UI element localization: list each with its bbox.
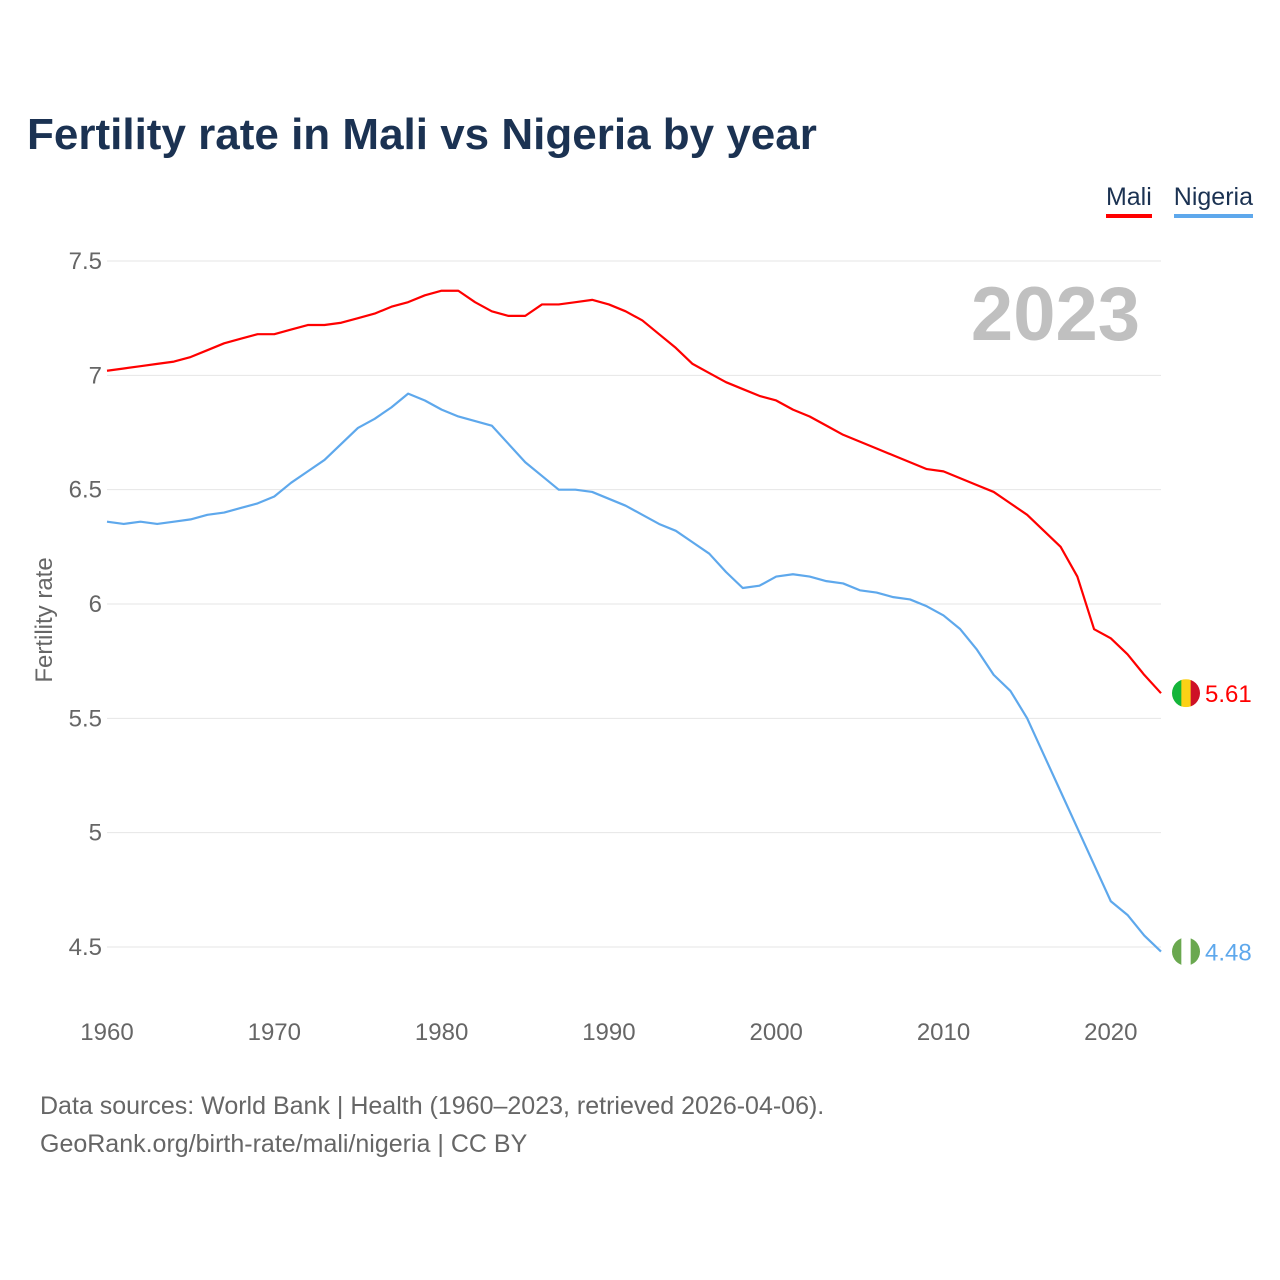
x-tick-label: 1960 bbox=[80, 1019, 133, 1046]
y-tick-label: 7 bbox=[89, 362, 102, 389]
legend-item-nigeria[interactable]: Nigeria bbox=[1173, 183, 1253, 218]
x-tick-label: 1970 bbox=[248, 1019, 301, 1046]
year-label: 2023 bbox=[971, 272, 1140, 357]
y-tick-label: 6 bbox=[89, 591, 102, 618]
nigeria-flag-icon bbox=[1172, 937, 1200, 966]
legend-item-mali[interactable]: Mali bbox=[1105, 183, 1152, 218]
x-tick-label: 1980 bbox=[415, 1019, 468, 1046]
chart-title: Fertility rate in Mali vs Nigeria by yea… bbox=[27, 110, 817, 159]
x-tick-label: 2020 bbox=[1084, 1019, 1137, 1046]
x-tick-label: 1990 bbox=[582, 1019, 635, 1046]
legend: Mali Nigeria bbox=[1105, 183, 1253, 218]
y-tick-label: 4.5 bbox=[69, 934, 102, 961]
series-line-nigeria bbox=[106, 392, 1162, 953]
x-tick-label: 2010 bbox=[917, 1019, 970, 1046]
y-tick-label: 5 bbox=[89, 820, 102, 847]
series-line-mali bbox=[106, 289, 1162, 694]
y-tick-label: 5.5 bbox=[69, 705, 102, 732]
y-tick-label: 7.5 bbox=[69, 248, 102, 275]
y-axis-label: Fertility rate bbox=[31, 557, 58, 682]
source-line-2[interactable]: GeoRank.org/birth-rate/mali/nigeria | CC… bbox=[40, 1130, 528, 1158]
y-tick-label: 6.5 bbox=[69, 477, 102, 504]
end-value-label: 5.61 bbox=[1205, 681, 1252, 708]
end-value-label: 4.48 bbox=[1205, 940, 1252, 967]
mali-flag-icon bbox=[1172, 679, 1200, 708]
source-line-1: Data sources: World Bank | Health (1960–… bbox=[40, 1092, 825, 1120]
x-tick-label: 2000 bbox=[750, 1019, 803, 1046]
source-note: Data sources: World Bank | Health (1960–… bbox=[40, 1087, 824, 1163]
